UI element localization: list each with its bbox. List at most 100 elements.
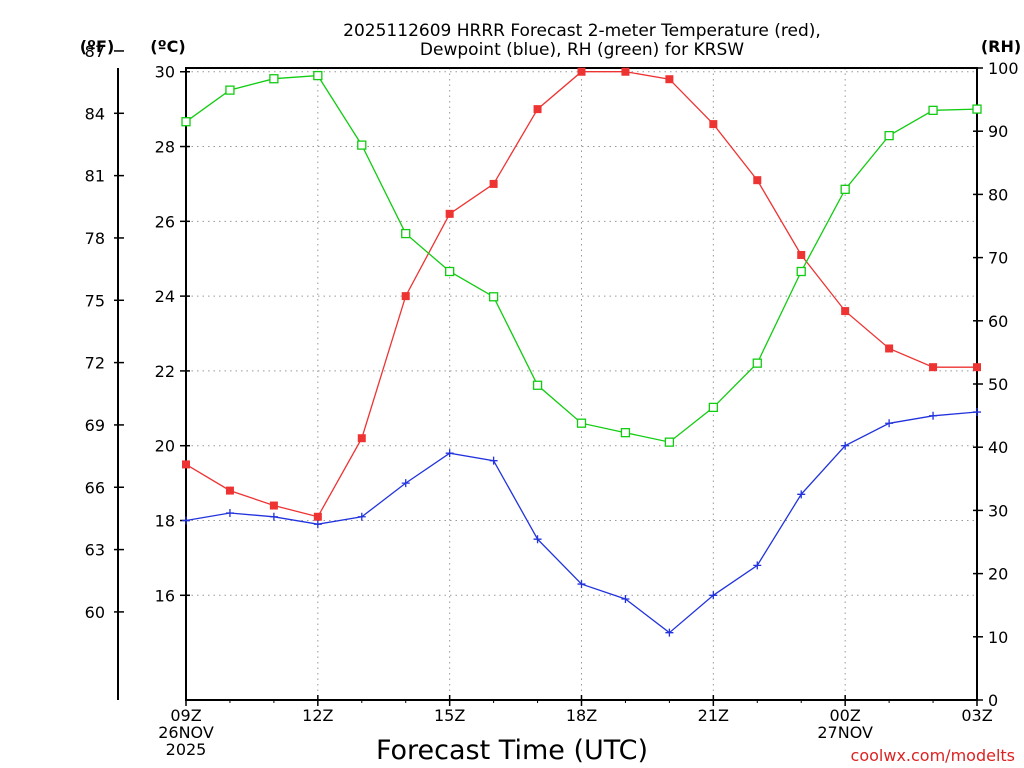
x-tick-label: 26NOV: [158, 723, 214, 742]
rh-tick-label: 90: [988, 122, 1008, 141]
celsius-tick-label: 16: [155, 586, 175, 605]
fahrenheit-tick-label: 78: [85, 229, 105, 248]
data-point: [840, 184, 850, 194]
data-point: [797, 490, 806, 499]
data-point: [753, 176, 762, 185]
fahrenheit-tick-label: 87: [85, 42, 105, 61]
data-point: [621, 67, 630, 76]
chart-title-line2: Dewpoint (blue), RH (green) for KRSW: [420, 40, 744, 60]
x-tick-label: 12Z: [302, 706, 333, 725]
rh-tick-label: 40: [988, 438, 1008, 457]
chart-title: 2025112609 HRRR Forecast 2-meter Tempera…: [343, 21, 821, 41]
fahrenheit-tick-label: 75: [85, 291, 105, 310]
fahrenheit-tick-label: 63: [85, 541, 105, 560]
celsius-tick-label: 26: [155, 212, 175, 231]
series-dewpoint: [182, 408, 981, 637]
x-tick-label: 21Z: [698, 706, 729, 725]
x-tick-label: 27NOV: [817, 723, 873, 742]
fahrenheit-unit-label: (ºF): [80, 37, 115, 56]
data-point: [313, 520, 322, 529]
data-point: [841, 307, 850, 316]
fahrenheit-tick-label: 69: [85, 416, 105, 435]
data-point: [752, 358, 762, 368]
data-point: [929, 411, 938, 420]
data-point: [664, 437, 675, 447]
data-point: [797, 250, 806, 259]
series-2-meter-temperature: [182, 67, 981, 521]
data-point: [357, 140, 367, 150]
data-point: [885, 419, 894, 428]
data-point: [401, 479, 410, 488]
fahrenheit-tick-label: 72: [85, 354, 105, 373]
celsius-axis: 16 18 20 22 24 26 28 30: [155, 63, 190, 605]
data-point: [313, 70, 323, 81]
celsius-tick-label: 20: [155, 437, 175, 456]
data-point: [885, 344, 894, 353]
data-point: [445, 449, 454, 458]
series-rh: [181, 70, 982, 447]
data-point: [225, 509, 234, 518]
rh-tick-label: 80: [988, 185, 1008, 204]
celsius-tick-label: 22: [155, 362, 175, 381]
data-point: [269, 512, 278, 521]
data-point: [796, 266, 806, 277]
rh-tick-label: 20: [988, 565, 1008, 584]
data-point: [269, 501, 278, 510]
x-tick-label: 15Z: [434, 706, 465, 725]
data-point: [973, 408, 981, 417]
data-point: [621, 595, 630, 604]
data-point: [225, 85, 235, 95]
fahrenheit-axis: 60 63 66 69 72 75 78 81 84 87: [85, 42, 124, 700]
x-tick-label: 18Z: [566, 706, 597, 725]
data-point: [532, 380, 543, 390]
data-point: [577, 580, 586, 589]
data-point: [665, 628, 674, 637]
x-tick-label: 09Z: [170, 706, 201, 725]
data-point: [841, 441, 850, 450]
data-point: [445, 209, 454, 218]
rh-tick-label: 60: [988, 312, 1008, 331]
data-point: [708, 402, 718, 413]
data-point: [972, 104, 982, 114]
x-tick-label: 00Z: [830, 706, 861, 725]
data-point: [576, 418, 587, 428]
data-point: [313, 512, 322, 521]
x-axis-title: Forecast Time (UTC): [376, 735, 648, 766]
data-point: [884, 130, 894, 141]
fahrenheit-tick-label: 84: [85, 104, 105, 123]
data-point: [488, 292, 499, 302]
data-point: [357, 512, 366, 521]
data-point: [225, 486, 234, 495]
rh-tick-label: 100: [988, 59, 1019, 78]
rh-tick-label: 0: [988, 691, 998, 710]
fahrenheit-tick-label: 66: [85, 478, 105, 497]
data-point: [181, 117, 191, 127]
credit-text: coolwx.com/modelts: [851, 746, 1015, 765]
x-tick-label: 2025: [166, 740, 207, 759]
data-point: [753, 561, 762, 570]
fahrenheit-tick-label: 81: [85, 167, 105, 186]
data-point: [489, 179, 498, 188]
rh-axis: 0 10 20 30 40 50 60 70 80 90 100: [973, 59, 1019, 710]
data-point: [929, 363, 938, 372]
series-line: [185, 411, 978, 634]
data-point: [357, 434, 366, 443]
data-point: [665, 75, 674, 84]
celsius-tick-label: 24: [155, 287, 175, 306]
data-point: [620, 428, 631, 438]
data-point: [709, 591, 718, 600]
celsius-unit-label: (ºC): [150, 37, 185, 56]
data-point: [533, 535, 542, 544]
data-series: [181, 67, 982, 637]
data-point: [577, 67, 586, 76]
celsius-tick-label: 18: [155, 511, 175, 530]
data-point: [709, 120, 718, 129]
rh-tick-label: 70: [988, 249, 1008, 268]
data-point: [489, 456, 498, 465]
rh-unit-label: (RH): [981, 37, 1021, 56]
rh-tick-label: 30: [988, 501, 1008, 520]
rh-tick-label: 10: [988, 628, 1008, 647]
data-point: [533, 105, 542, 114]
